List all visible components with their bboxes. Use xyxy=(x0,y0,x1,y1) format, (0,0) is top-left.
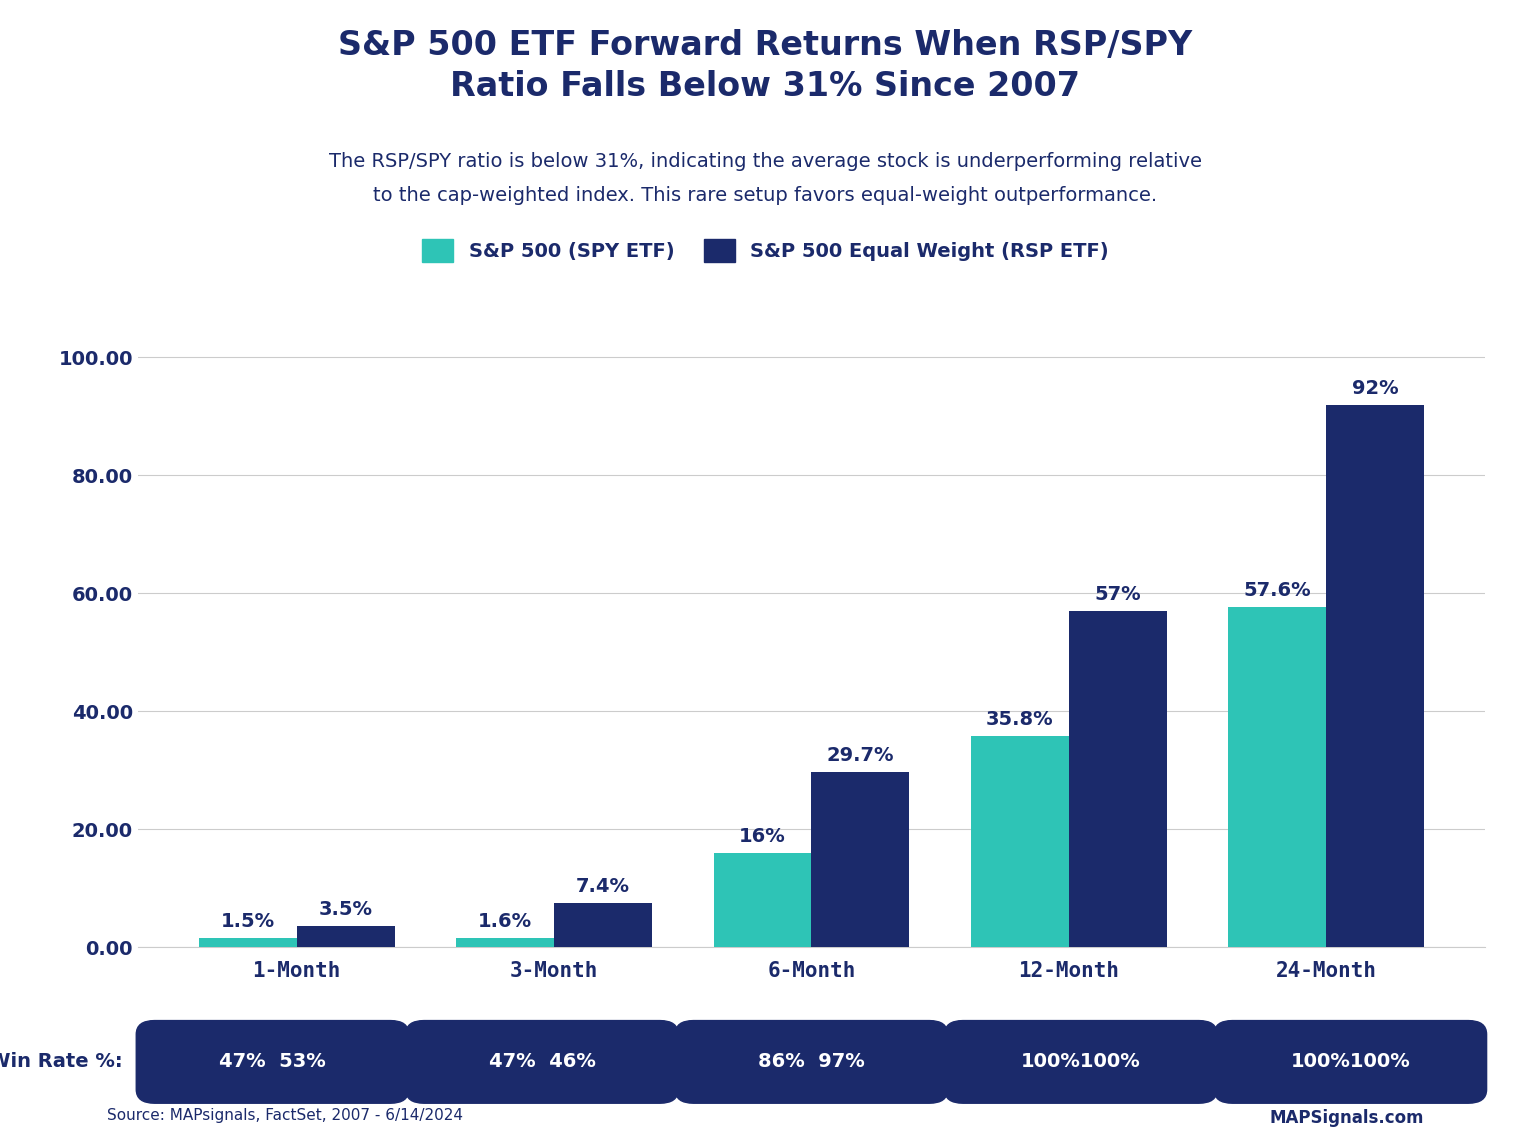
Text: 47%  46%: 47% 46% xyxy=(488,1053,596,1071)
Bar xyxy=(1069,611,1167,947)
Text: 100%100%: 100%100% xyxy=(1021,1053,1141,1071)
Bar xyxy=(297,926,395,947)
Bar xyxy=(554,903,652,947)
Text: 86%  97%: 86% 97% xyxy=(758,1053,865,1071)
Bar xyxy=(971,736,1069,947)
Bar xyxy=(1228,607,1326,947)
Text: 7.4%: 7.4% xyxy=(576,877,631,897)
Text: 16%: 16% xyxy=(739,827,785,846)
Text: Source: MAPsignals, FactSet, 2007 - 6/14/2024: Source: MAPsignals, FactSet, 2007 - 6/14… xyxy=(107,1108,464,1123)
Text: 100%100%: 100%100% xyxy=(1291,1053,1410,1071)
Text: to the cap-weighted index. This rare setup favors equal-weight outperformance.: to the cap-weighted index. This rare set… xyxy=(374,186,1157,205)
Text: MAPSignals.com: MAPSignals.com xyxy=(1269,1109,1424,1127)
Text: 35.8%: 35.8% xyxy=(986,709,1053,729)
Text: 29.7%: 29.7% xyxy=(827,746,894,765)
Text: 92%: 92% xyxy=(1352,379,1398,397)
Text: The RSP/SPY ratio is below 31%, indicating the average stock is underperforming : The RSP/SPY ratio is below 31%, indicati… xyxy=(329,152,1202,171)
Text: 57%: 57% xyxy=(1095,585,1141,604)
Bar xyxy=(811,771,909,947)
Text: S&P 500 ETF Forward Returns When RSP/SPY
Ratio Falls Below 31% Since 2007: S&P 500 ETF Forward Returns When RSP/SPY… xyxy=(338,29,1193,102)
Text: Win Rate %:: Win Rate %: xyxy=(0,1053,122,1071)
Text: 3.5%: 3.5% xyxy=(318,900,372,920)
Text: 1.6%: 1.6% xyxy=(478,912,533,931)
Bar xyxy=(456,938,554,947)
Text: 47%  53%: 47% 53% xyxy=(219,1053,326,1071)
Bar xyxy=(199,938,297,947)
Text: 1.5%: 1.5% xyxy=(220,913,276,931)
Legend: S&P 500 (SPY ETF), S&P 500 Equal Weight (RSP ETF): S&P 500 (SPY ETF), S&P 500 Equal Weight … xyxy=(415,231,1116,270)
Bar xyxy=(1326,404,1424,947)
Text: 57.6%: 57.6% xyxy=(1243,581,1311,600)
Bar xyxy=(713,853,811,947)
